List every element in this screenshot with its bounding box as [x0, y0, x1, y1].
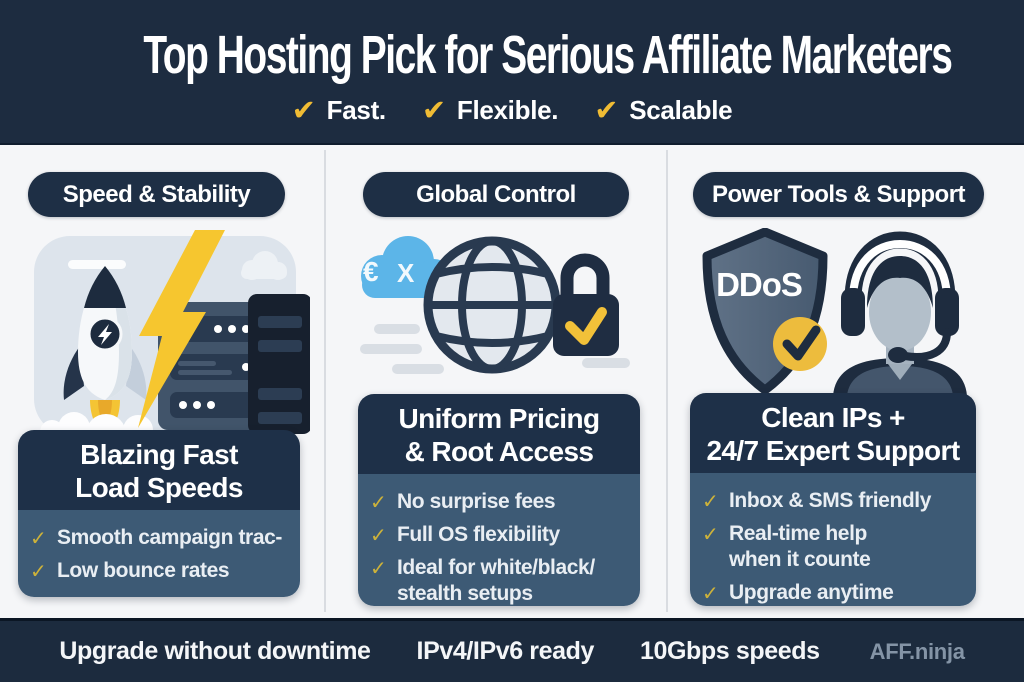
column-header-global-control: Global Control — [363, 172, 629, 217]
check-icon: ✓ — [702, 524, 719, 546]
footer-item-speed: 10Gbps speeds — [640, 637, 820, 665]
headset-agent-icon — [833, 231, 967, 396]
bullet-item: ✓ Inbox & SMS friendly — [702, 489, 932, 513]
check-icon: ✓ — [370, 558, 387, 580]
check-icon: ✓ — [702, 583, 719, 605]
mic-boom-icon — [901, 328, 951, 361]
verified-badge-icon — [773, 317, 827, 371]
bullet-item: ✓ Smooth campaign trac- — [30, 526, 282, 550]
check-icon — [782, 325, 821, 361]
check-icon: ✓ — [370, 525, 387, 547]
column-header-speed-stability: Speed & Stability — [28, 172, 285, 217]
column-divider — [324, 150, 326, 612]
footer-item-ip: IPv4/IPv6 ready — [416, 637, 595, 665]
top-banner: Top Hosting Pick for Serious Affiliate M… — [0, 0, 1024, 145]
check-icon: ✔ — [594, 95, 619, 127]
check-icon: ✓ — [370, 492, 387, 514]
card-bullets: ✓ Inbox & SMS friendly ✓ Real-time help … — [690, 473, 976, 606]
euro-symbol: € — [363, 256, 379, 287]
cloud-streak-icon — [68, 260, 126, 269]
card-title: Clean IPs + 24/7 Expert Support — [690, 393, 976, 473]
check-icon: ✓ — [30, 561, 47, 583]
cloud-icon — [241, 251, 287, 280]
badge-scalable: ✔ Scalable — [594, 93, 732, 128]
check-icon: ✔ — [291, 95, 316, 127]
check-icon: ✔ — [421, 95, 446, 127]
globe-icon — [423, 236, 561, 374]
page-title: Top Hosting Pick for Serious Affiliate M… — [143, 25, 952, 85]
bullet-item: ✓ Ideal for white/black/ stealth setups — [370, 556, 595, 605]
badge-label: Flexible. — [456, 95, 559, 125]
ddos-shield-label: DDoS — [716, 266, 803, 303]
rocket-icon — [63, 266, 147, 435]
column-divider — [666, 150, 668, 612]
bullet-item: ✓ Real-time help when it counte — [702, 522, 871, 571]
speed-lines — [360, 324, 630, 374]
feature-badges: ✔ Fast. ✔ Flexible. ✔ Scalable — [0, 93, 1024, 128]
lightning-bolt-icon — [138, 230, 225, 428]
bullet-item: ✓ Upgrade anytime — [702, 581, 894, 605]
cloud-globe-padlock-illustration — [360, 236, 630, 374]
bullet-item: ✓ No surprise fees — [370, 490, 556, 514]
card-title: Blazing Fast Load Speeds — [18, 430, 300, 510]
check-icon — [565, 307, 607, 345]
bullet-item: ✓ Full OS flexibility — [370, 523, 560, 547]
card-clean-ips: Clean IPs + 24/7 Expert Support ✓ Inbox … — [690, 393, 976, 606]
bullet-item: ✓ Low bounce rates — [30, 559, 230, 583]
check-icon: ✓ — [30, 528, 47, 550]
ddos-shield-agent-illustration — [702, 228, 967, 396]
padlock-icon — [553, 253, 619, 356]
card-blazing-fast: Blazing Fast Load Speeds ✓ Smooth campai… — [18, 430, 300, 597]
rocket-lightning-server-illustration — [34, 230, 310, 435]
lightning-icon — [98, 324, 112, 345]
bottom-banner: Upgrade without downtime IPv4/IPv6 ready… — [0, 618, 1024, 682]
footer-item-upgrade: Upgrade without downtime — [59, 637, 371, 665]
mic-tip-icon — [888, 347, 908, 363]
card-uniform-pricing: Uniform Pricing & Root Access ✓ No surpr… — [358, 394, 640, 606]
check-icon: ✓ — [702, 491, 719, 513]
badge-fast: ✔ Fast. — [292, 93, 386, 128]
card-title: Uniform Pricing & Root Access — [358, 394, 640, 474]
badge-label: Fast. — [326, 95, 386, 125]
card-bullets: ✓ No surprise fees ✓ Full OS flexibility… — [358, 474, 640, 606]
badge-flexible: ✔ Flexible. — [421, 93, 559, 128]
column-header-power-tools: Power Tools & Support — [693, 172, 984, 217]
brand-watermark: AFF.ninja — [869, 638, 965, 664]
badge-label: Scalable — [629, 95, 733, 125]
x-symbol: X — [397, 258, 415, 288]
card-bullets: ✓ Smooth campaign trac- ✓ Low bounce rat… — [18, 510, 300, 597]
